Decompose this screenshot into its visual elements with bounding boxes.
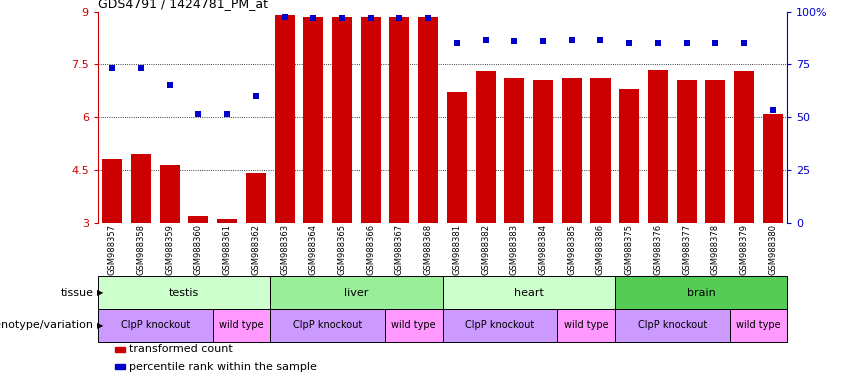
Bar xyxy=(443,309,557,342)
Bar xyxy=(734,71,754,223)
Bar xyxy=(614,309,730,342)
Point xyxy=(709,40,722,46)
Bar xyxy=(246,174,266,223)
Text: ClpP knockout: ClpP knockout xyxy=(465,320,534,331)
Text: GDS4791 / 1424781_PM_at: GDS4791 / 1424781_PM_at xyxy=(98,0,268,10)
Bar xyxy=(620,89,639,223)
Point xyxy=(335,15,349,21)
Bar xyxy=(730,309,787,342)
Bar xyxy=(443,276,614,309)
Bar xyxy=(557,309,614,342)
Point xyxy=(594,36,608,43)
Point xyxy=(737,40,751,46)
Point xyxy=(680,40,694,46)
Point xyxy=(565,36,579,43)
Bar xyxy=(188,216,208,223)
Point xyxy=(622,40,636,46)
Point xyxy=(421,15,435,21)
Bar xyxy=(762,114,783,223)
Bar xyxy=(476,71,495,223)
Point xyxy=(766,107,780,113)
Bar xyxy=(98,309,213,342)
Text: percentile rank within the sample: percentile rank within the sample xyxy=(129,362,317,372)
Point xyxy=(306,15,320,21)
Point xyxy=(392,15,406,21)
Text: wild type: wild type xyxy=(391,320,436,331)
Text: liver: liver xyxy=(344,288,368,298)
Text: ▶: ▶ xyxy=(97,288,104,297)
Bar xyxy=(390,17,409,223)
Bar xyxy=(160,165,180,223)
Bar xyxy=(677,80,697,223)
Point xyxy=(364,15,378,21)
Bar xyxy=(217,219,237,223)
Bar xyxy=(275,15,294,223)
Bar xyxy=(271,276,443,309)
Text: ClpP knockout: ClpP knockout xyxy=(293,320,363,331)
Text: heart: heart xyxy=(514,288,544,298)
Text: transformed count: transformed count xyxy=(129,344,233,354)
Point xyxy=(249,93,263,99)
Bar xyxy=(131,154,151,223)
Text: testis: testis xyxy=(168,288,199,298)
Bar xyxy=(332,17,352,223)
Bar xyxy=(614,276,787,309)
Bar xyxy=(447,93,467,223)
Bar xyxy=(102,159,123,223)
Point xyxy=(651,40,665,46)
Point xyxy=(536,38,550,45)
Bar xyxy=(303,17,323,223)
Text: brain: brain xyxy=(687,288,716,298)
Bar xyxy=(98,276,271,309)
Point xyxy=(134,65,148,71)
Text: wild type: wild type xyxy=(736,320,780,331)
Point xyxy=(479,36,493,43)
Bar xyxy=(648,70,668,223)
Bar xyxy=(361,17,380,223)
Text: wild type: wild type xyxy=(564,320,608,331)
Point xyxy=(450,40,464,46)
Bar xyxy=(271,309,385,342)
Text: tissue: tissue xyxy=(60,288,94,298)
Bar xyxy=(591,78,610,223)
Bar xyxy=(385,309,443,342)
Bar xyxy=(533,80,553,223)
Text: ▶: ▶ xyxy=(97,321,104,330)
Point xyxy=(220,111,234,117)
Text: genotype/variation: genotype/variation xyxy=(0,320,94,331)
Bar xyxy=(705,80,725,223)
Point xyxy=(106,65,119,71)
Text: ClpP knockout: ClpP knockout xyxy=(121,320,190,331)
Bar xyxy=(562,78,582,223)
Text: wild type: wild type xyxy=(220,320,264,331)
Bar xyxy=(505,78,524,223)
Bar xyxy=(213,309,271,342)
Text: ClpP knockout: ClpP knockout xyxy=(637,320,707,331)
Point xyxy=(507,38,521,45)
Bar xyxy=(418,17,438,223)
Point xyxy=(163,82,176,88)
Point xyxy=(191,111,205,117)
Point xyxy=(277,14,291,20)
